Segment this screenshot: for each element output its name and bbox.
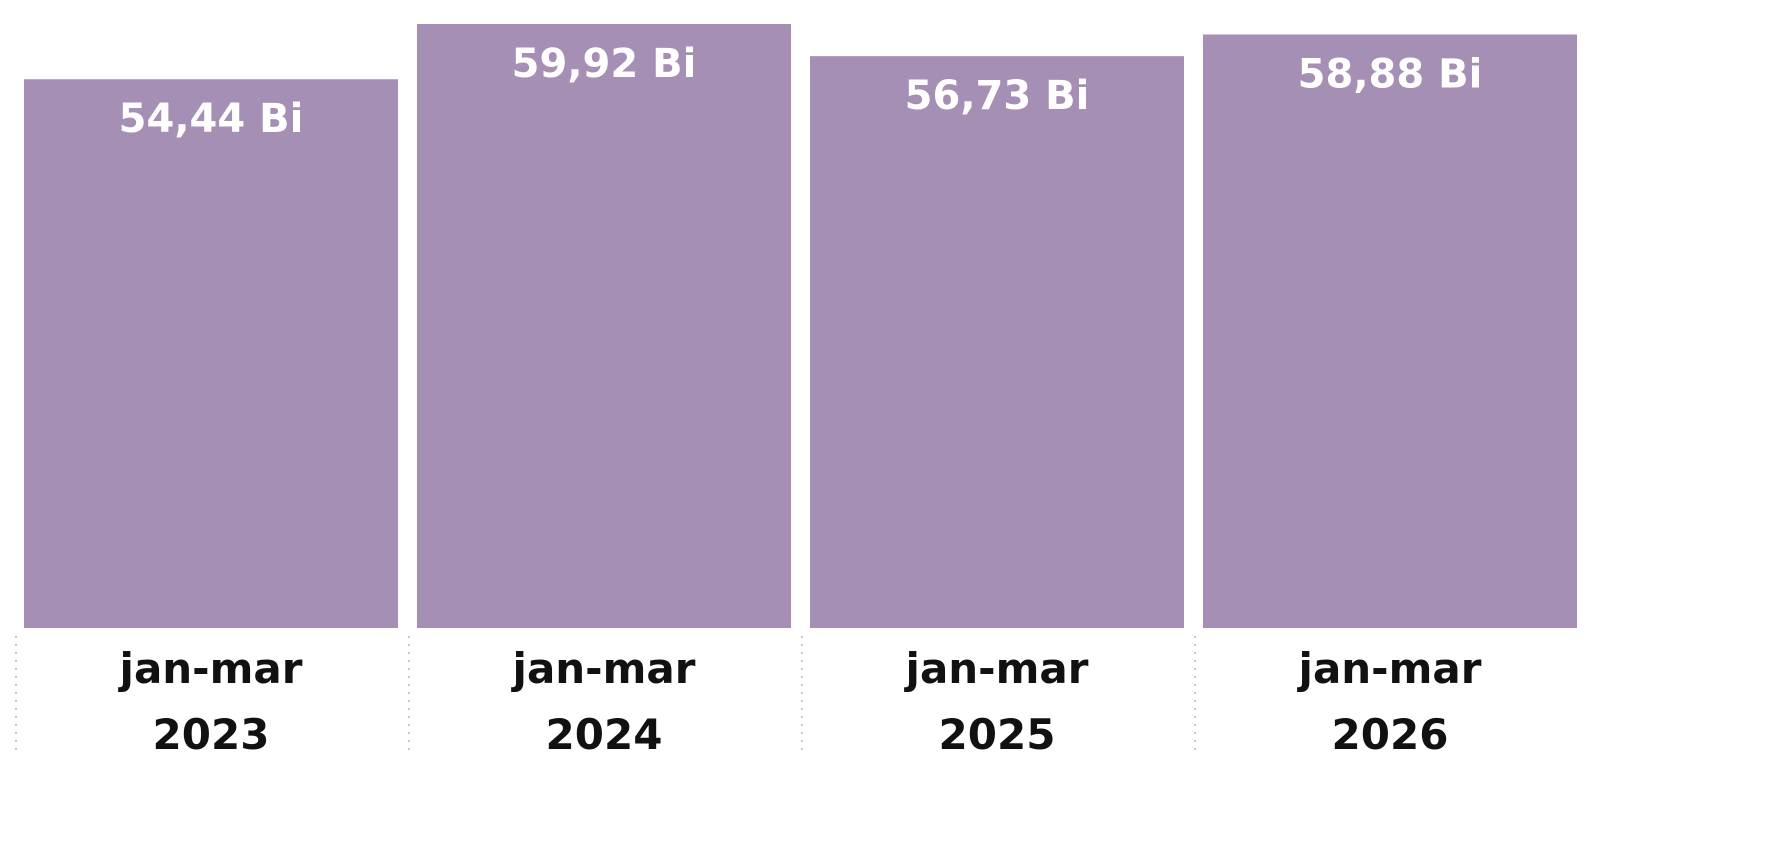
bar — [417, 23, 791, 628]
value-label: 58,88 Bi — [1298, 51, 1483, 97]
bar — [24, 79, 398, 628]
x-tick-label: jan-mar 2024 — [512, 644, 696, 759]
bar — [1203, 34, 1577, 628]
x-tick-label: jan-mar 2023 — [119, 644, 303, 759]
bar — [810, 56, 1184, 628]
value-label: 54,44 Bi — [119, 96, 304, 142]
x-tick-label: jan-mar 2026 — [1298, 644, 1482, 759]
value-label: 56,73 Bi — [905, 73, 1090, 119]
value-label: 59,92 Bi — [512, 41, 697, 87]
x-tick-label: jan-mar 2025 — [905, 644, 1089, 759]
